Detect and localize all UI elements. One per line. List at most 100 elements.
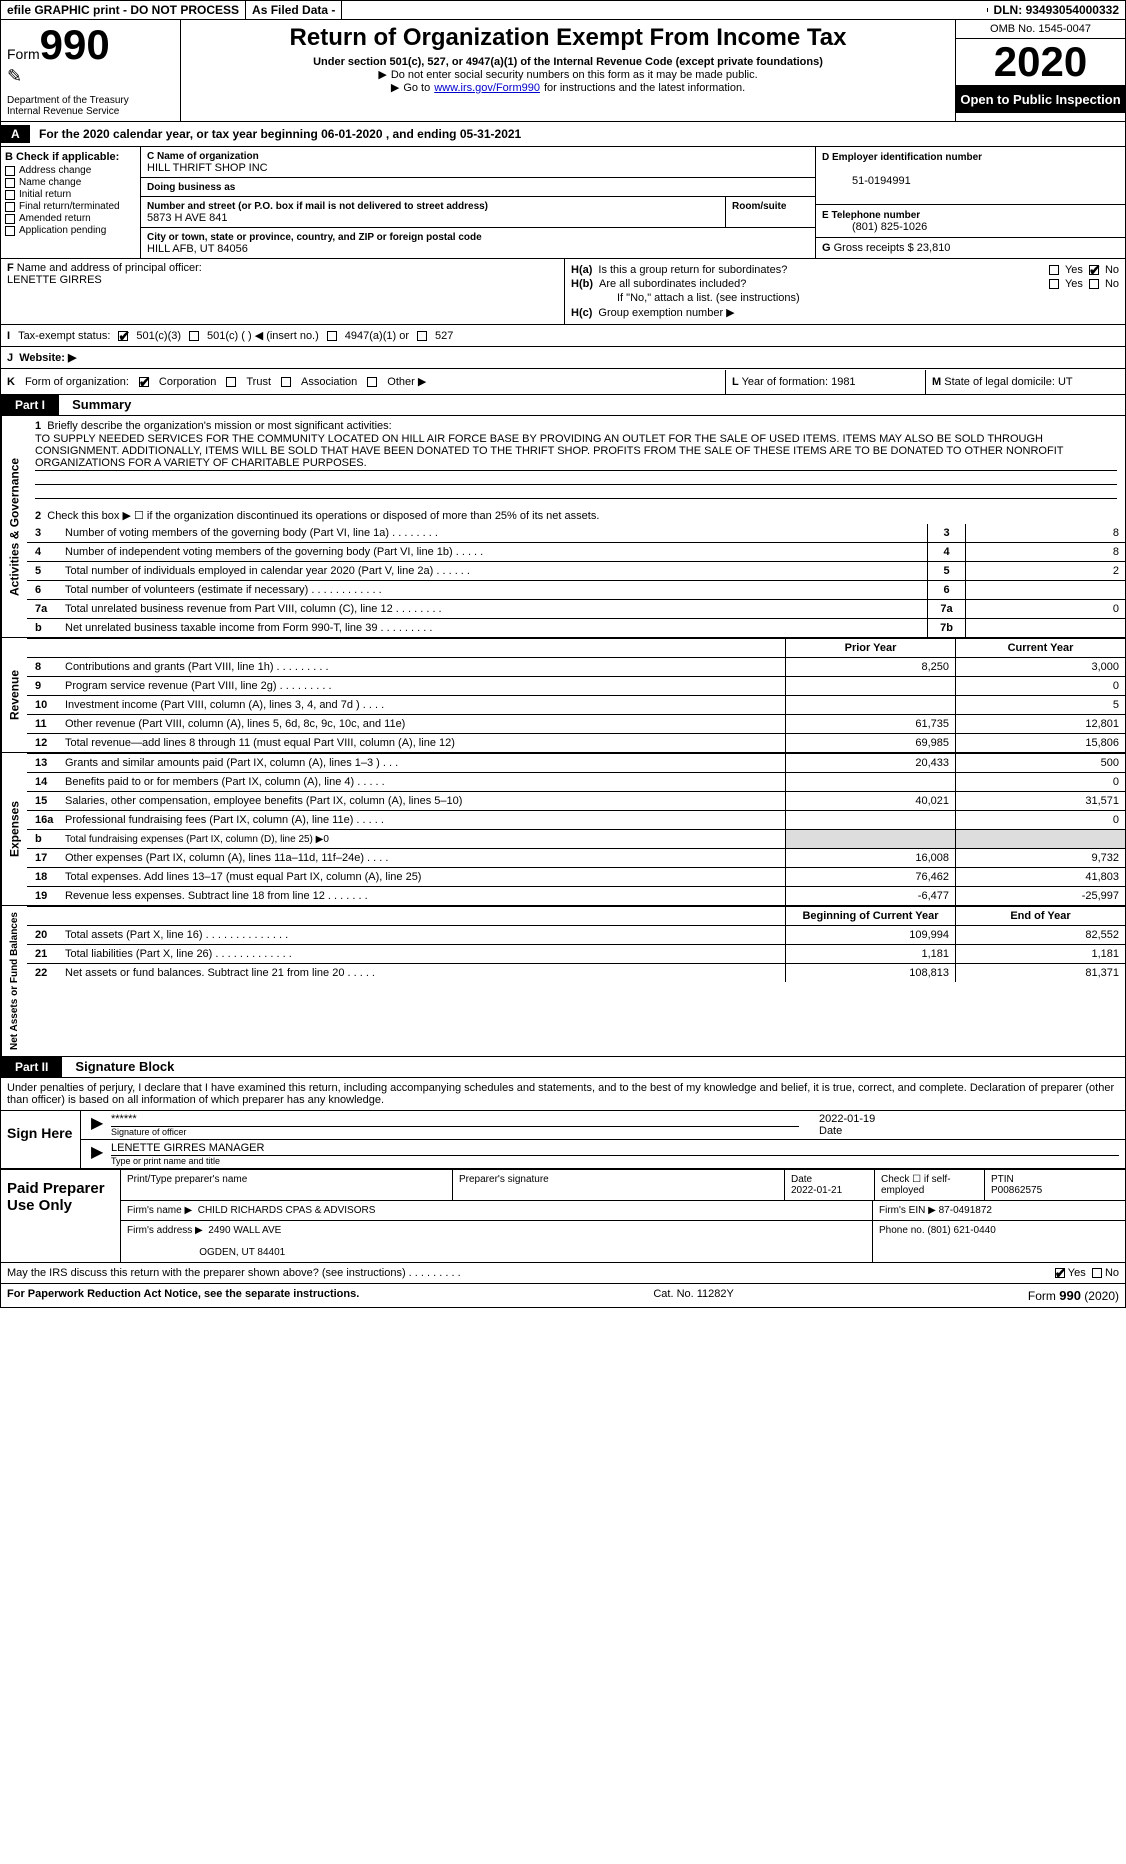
rev-section: Revenue Prior YearCurrent Year 8Contribu… (1, 638, 1125, 753)
dba-row: Doing business as (141, 178, 815, 197)
cb-501c3[interactable] (118, 331, 128, 341)
exp-row-16a: 16aProfessional fundraising fees (Part I… (27, 810, 1125, 829)
efile-icon: ✎ (7, 66, 174, 87)
form-number: 990 (40, 21, 110, 68)
dln-label: DLN: (994, 3, 1023, 17)
rev-row-11: 11Other revenue (Part VIII, column (A), … (27, 714, 1125, 733)
cb-initial-return[interactable]: Initial return (5, 189, 136, 200)
cb-association[interactable] (281, 377, 291, 387)
prep-row-3: Firm's address ▶ 2490 WALL AVE OGDEN, UT… (121, 1221, 1125, 1262)
ha-text: Is this a group return for subordinates? (598, 264, 1043, 276)
cb-name-change[interactable]: Name change (5, 177, 136, 188)
preparer-block: Paid Preparer Use Only Print/Type prepar… (1, 1170, 1125, 1263)
ha-no-cb[interactable] (1089, 265, 1099, 275)
row-k: K Form of organization: Corporation Trus… (1, 369, 1125, 395)
cb-trust[interactable] (226, 377, 236, 387)
part2-tab: Part II (1, 1057, 62, 1077)
gross-value: 23,810 (917, 242, 951, 254)
city-row: City or town, state or province, country… (141, 228, 815, 258)
header-right: OMB No. 1545-0047 2020 Open to Public In… (955, 20, 1125, 121)
preparer-label: Paid Preparer Use Only (1, 1170, 121, 1262)
street-value: 5873 H AVE 841 (147, 212, 228, 224)
discuss-no-cb[interactable] (1092, 1268, 1102, 1278)
ha-yes-cb[interactable] (1049, 265, 1059, 275)
street-row: Number and street (or P.O. box if mail i… (141, 197, 815, 228)
form-990-container: efile GRAPHIC print - DO NOT PROCESS As … (0, 0, 1126, 1308)
sig-stars: ****** (111, 1113, 799, 1127)
part1-title: Summary (62, 397, 131, 412)
net-row-21: 21Total liabilities (Part X, line 26) . … (27, 944, 1125, 963)
hb-no-cb[interactable] (1089, 279, 1099, 289)
col-right: D Employer identification number 51-0194… (815, 147, 1125, 258)
sig-name-row: ▶ LENETTE GIRRES MANAGER Type or print n… (81, 1140, 1125, 1168)
exp-row-15: 15Salaries, other compensation, employee… (27, 791, 1125, 810)
cb-application-pending[interactable]: Application pending (5, 225, 136, 236)
footer-right: Form 990 (2020) (1028, 1288, 1119, 1303)
cb-address-change[interactable]: Address change (5, 165, 136, 176)
vert-gov: Activities & Governance (1, 416, 27, 637)
as-filed-label: As Filed Data - (246, 1, 342, 19)
rev-head: Prior YearCurrent Year (27, 638, 1125, 657)
discuss-row: May the IRS discuss this return with the… (1, 1263, 1125, 1284)
cb-501c[interactable] (189, 331, 199, 341)
open-inspection: Open to Public Inspection (956, 86, 1125, 113)
sign-here-block: Sign Here ▶ ****** Signature of officer … (1, 1111, 1125, 1170)
form-label: Form990 ✎ (7, 24, 174, 87)
vert-exp: Expenses (1, 753, 27, 905)
top-blank (342, 8, 987, 12)
exp-row-14: 14Benefits paid to or for members (Part … (27, 772, 1125, 791)
hb-note: If "No," attach a list. (see instruction… (571, 292, 1119, 304)
net-section: Net Assets or Fund Balances Beginning of… (1, 906, 1125, 1057)
mission-text: TO SUPPLY NEEDED SERVICES FOR THE COMMUN… (35, 432, 1117, 471)
sig-name-label: Type or print name and title (111, 1156, 1119, 1166)
city-value: HILL AFB, UT 84056 (147, 243, 248, 255)
rev-row-10: 10Investment income (Part VIII, column (… (27, 695, 1125, 714)
cb-4947[interactable] (327, 331, 337, 341)
dept-treasury: Department of the Treasury Internal Reve… (7, 95, 174, 117)
hc-label: H(c) (571, 307, 592, 319)
cb-corporation[interactable] (139, 377, 149, 387)
sign-here-label: Sign Here (1, 1111, 81, 1168)
cb-527[interactable] (417, 331, 427, 341)
sig-officer-label: Signature of officer (111, 1127, 799, 1137)
cb-final-return[interactable]: Final return/terminated (5, 201, 136, 212)
sig-date: 2022-01-19 (819, 1113, 1119, 1125)
state-domicile: M State of legal domicile: UT (925, 370, 1125, 394)
form-word: Form (7, 46, 40, 62)
tel-value: (801) 825-1026 (822, 221, 927, 233)
org-name-row: C Name of organization HILL THRIFT SHOP … (141, 147, 815, 178)
org-name: HILL THRIFT SHOP INC (147, 162, 268, 174)
gov-content: 1 Briefly describe the organization's mi… (27, 416, 1125, 637)
header-row: Form990 ✎ Department of the Treasury Int… (1, 20, 1125, 122)
ein-value: 51-0194991 (822, 175, 911, 187)
section-bcde: B Check if applicable: Address change Na… (1, 147, 1125, 259)
gov-row-6: 6Total number of volunteers (estimate if… (27, 580, 1125, 599)
vert-rev: Revenue (1, 638, 27, 752)
gov-row-7a: 7aTotal unrelated business revenue from … (27, 599, 1125, 618)
do-not-enter: ▶Do not enter social security numbers on… (189, 68, 947, 81)
cb-other[interactable] (367, 377, 377, 387)
net-row-22: 22Net assets or fund balances. Subtract … (27, 963, 1125, 982)
hb-label: H(b) (571, 278, 593, 290)
footer-mid: Cat. No. 11282Y (653, 1288, 734, 1303)
cb-amended-return[interactable]: Amended return (5, 213, 136, 224)
exp-row-13: 13Grants and similar amounts paid (Part … (27, 753, 1125, 772)
ha-label: H(a) (571, 264, 592, 276)
mission-block: 1 Briefly describe the organization's mi… (27, 416, 1125, 524)
tax-year: 2020 (956, 39, 1125, 86)
hb-yes-cb[interactable] (1049, 279, 1059, 289)
dept-line1: Department of the Treasury (7, 95, 174, 106)
discuss-yes-cb[interactable] (1055, 1268, 1065, 1278)
officer-name: LENETTE GIRRES (7, 274, 102, 286)
exp-row-17: 17Other expenses (Part IX, column (A), l… (27, 848, 1125, 867)
part1-header: Part I Summary (1, 395, 1125, 416)
exp-section: Expenses 13Grants and similar amounts pa… (1, 753, 1125, 906)
exp-row-18: 18Total expenses. Add lines 13–17 (must … (27, 867, 1125, 886)
gov-row-4: 4Number of independent voting members of… (27, 542, 1125, 561)
footer-row: For Paperwork Reduction Act Notice, see … (1, 1284, 1125, 1307)
prep-row-1: Print/Type preparer's name Preparer's si… (121, 1170, 1125, 1201)
sig-officer-row: ▶ ****** Signature of officer 2022-01-19… (81, 1111, 1125, 1140)
sig-date-label: Date (819, 1125, 1119, 1137)
arrow-icon: ▶ (391, 81, 399, 94)
irs-link[interactable]: www.irs.gov/Form990 (434, 82, 540, 94)
